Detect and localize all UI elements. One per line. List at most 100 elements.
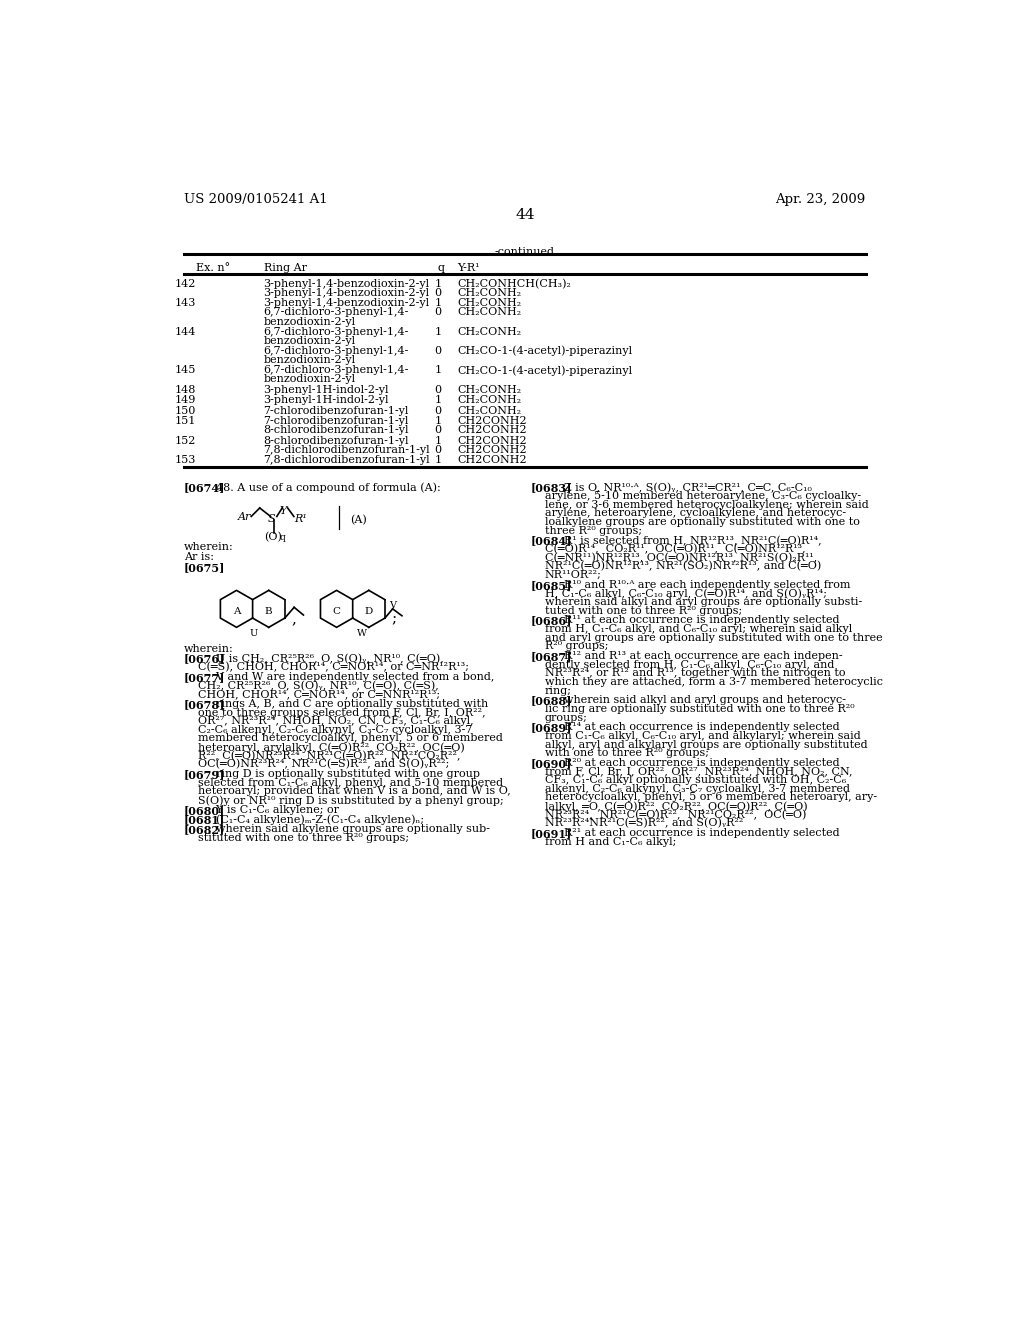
Text: V: V — [389, 601, 396, 610]
Text: 145: 145 — [175, 366, 197, 375]
Text: R¹: R¹ — [295, 515, 307, 524]
Text: CH₂CONH₂: CH₂CONH₂ — [458, 288, 521, 298]
Text: R²⁰ at each occurrence is independently selected: R²⁰ at each occurrence is independently … — [557, 758, 840, 768]
Text: Apr. 23, 2009: Apr. 23, 2009 — [775, 193, 866, 206]
Text: 1: 1 — [434, 298, 441, 308]
Text: (A): (A) — [350, 515, 368, 525]
Text: [0687]: [0687] — [531, 651, 572, 663]
Text: q: q — [438, 263, 445, 273]
Text: [0675]: [0675] — [183, 562, 225, 573]
Text: H, C₁-C₆ alkyl, C₆-C₁₀ aryl, C(═O)R¹⁴, and S(O)ᵧR¹⁴;: H, C₁-C₆ alkyl, C₆-C₁₀ aryl, C(═O)R¹⁴, a… — [545, 589, 827, 599]
Text: 3-phenyl-1,4-benzodioxin-2-yl: 3-phenyl-1,4-benzodioxin-2-yl — [263, 288, 430, 298]
Text: 142: 142 — [175, 279, 197, 289]
Text: 7-chlorodibenzofuran-1-yl: 7-chlorodibenzofuran-1-yl — [263, 416, 409, 426]
Text: C(═S), CHOH, CHOR¹⁴, C═NOR¹⁴, or C═NR¹²R¹³;: C(═S), CHOH, CHOR¹⁴, C═NOR¹⁴, or C═NR¹²R… — [198, 663, 469, 672]
Text: CH₂CO-1-(4-acetyl)-piperazinyl: CH₂CO-1-(4-acetyl)-piperazinyl — [458, 346, 633, 356]
Text: CH2CONH2: CH2CONH2 — [458, 436, 527, 446]
Text: benzodioxin-2-yl: benzodioxin-2-yl — [263, 375, 355, 384]
Text: NR²³R²⁴, or R¹² and R¹³, together with the nitrogen to: NR²³R²⁴, or R¹² and R¹³, together with t… — [545, 668, 846, 678]
Text: q: q — [280, 533, 286, 543]
Text: 144: 144 — [175, 327, 197, 337]
Text: rings A, B, and C are optionally substituted with: rings A, B, and C are optionally substit… — [209, 700, 488, 709]
Text: [0691]: [0691] — [531, 828, 572, 840]
Text: 6,7-dichloro-3-phenyl-1,4-: 6,7-dichloro-3-phenyl-1,4- — [263, 366, 409, 375]
Text: NR²³R²⁴,  NR²¹C(═O)R²²,  NR²¹CO₂R²²,  OC(═O): NR²³R²⁴, NR²¹C(═O)R²², NR²¹CO₂R²², OC(═O… — [545, 809, 806, 820]
Text: alkenyl, C₂-C₆ alkynyl, C₃-C₇ cycloalkyl, 3-7 membered: alkenyl, C₂-C₆ alkynyl, C₃-C₇ cycloalkyl… — [545, 784, 850, 793]
Text: CH₂CO-1-(4-acetyl)-piperazinyl: CH₂CO-1-(4-acetyl)-piperazinyl — [458, 366, 633, 376]
Text: Y-R¹: Y-R¹ — [458, 263, 480, 273]
Text: CH2CONH2: CH2CONH2 — [458, 425, 527, 436]
Text: wherein said alkyl and aryl groups are optionally substi-: wherein said alkyl and aryl groups are o… — [545, 597, 862, 607]
Text: -continued: -continued — [495, 247, 555, 257]
Text: 0: 0 — [434, 288, 441, 298]
Text: D: D — [365, 607, 373, 615]
Text: ring;: ring; — [545, 685, 572, 696]
Text: Ar: Ar — [238, 512, 252, 521]
Text: Ar is:: Ar is: — [183, 552, 214, 562]
Text: heteroaryl, arylalkyl, C(═O)R²², CO₂R²², OC(═O): heteroaryl, arylalkyl, C(═O)R²², CO₂R²²,… — [198, 742, 465, 752]
Text: 152: 152 — [175, 436, 197, 446]
Text: R²⁰ groups;: R²⁰ groups; — [545, 642, 608, 651]
Text: 3-phenyl-1H-indol-2-yl: 3-phenyl-1H-indol-2-yl — [263, 395, 389, 405]
Text: B: B — [265, 607, 272, 615]
Text: wherein said alkyl and aryl groups and heterocyc-: wherein said alkyl and aryl groups and h… — [557, 696, 846, 705]
Text: W: W — [356, 628, 367, 638]
Text: 7-chlorodibenzofuran-1-yl: 7-chlorodibenzofuran-1-yl — [263, 405, 409, 416]
Text: 6,7-dichloro-3-phenyl-1,4-: 6,7-dichloro-3-phenyl-1,4- — [263, 308, 409, 317]
Text: S(O)y or NR¹⁰ ring D is substituted by a phenyl group;: S(O)y or NR¹⁰ ring D is substituted by a… — [198, 795, 504, 805]
Text: R¹⁴ at each occurrence is independently selected: R¹⁴ at each occurrence is independently … — [557, 722, 840, 733]
Text: wherein:: wherein: — [183, 644, 233, 655]
Text: CF₃, C₁-C₆ alkyl optionally substituted with OH, C₂-C₆: CF₃, C₁-C₆ alkyl optionally substituted … — [545, 775, 846, 785]
Text: 1: 1 — [434, 395, 441, 405]
Text: [0683]: [0683] — [531, 483, 572, 494]
Text: CH₂CONHCH(CH₃)₂: CH₂CONHCH(CH₃)₂ — [458, 279, 571, 289]
Text: lene, or 3-6 membered heterocycloalkylene; wherein said: lene, or 3-6 membered heterocycloalkylen… — [545, 500, 868, 510]
Text: CH₂CONH₂: CH₂CONH₂ — [458, 405, 521, 416]
Text: 8-chlorodibenzofuran-1-yl: 8-chlorodibenzofuran-1-yl — [263, 436, 410, 446]
Text: CH2CONH2: CH2CONH2 — [458, 455, 527, 465]
Text: [0678]: [0678] — [183, 700, 225, 710]
Text: CH₂CONH₂: CH₂CONH₂ — [458, 327, 521, 337]
Text: 151: 151 — [175, 416, 197, 426]
Text: V and W are independently selected from a bond,: V and W are independently selected from … — [209, 672, 495, 682]
Text: CH₂CONH₂: CH₂CONH₂ — [458, 395, 521, 405]
Text: CH₂CONH₂: CH₂CONH₂ — [458, 308, 521, 317]
Text: benzodioxin-2-yl: benzodioxin-2-yl — [263, 337, 355, 346]
Text: R²¹ at each occurrence is independently selected: R²¹ at each occurrence is independently … — [557, 828, 840, 838]
Text: Y: Y — [280, 506, 288, 516]
Text: 143: 143 — [175, 298, 197, 308]
Text: 1: 1 — [434, 279, 441, 289]
Text: (C₁-C₄ alkylene)ₘ-Z-(C₁-C₄ alkylene)ₙ;: (C₁-C₄ alkylene)ₘ-Z-(C₁-C₄ alkylene)ₙ; — [209, 814, 425, 825]
Text: A: A — [232, 607, 240, 615]
Text: C(═NR¹¹)NR¹²R¹³, OC(═O)NR¹²R¹³, NR²¹S(O)₂R¹¹,: C(═NR¹¹)NR¹²R¹³, OC(═O)NR¹²R¹³, NR²¹S(O)… — [545, 553, 817, 564]
Text: 44: 44 — [515, 209, 535, 223]
Text: 3-phenyl-1H-indol-2-yl: 3-phenyl-1H-indol-2-yl — [263, 385, 389, 395]
Text: S: S — [267, 515, 275, 524]
Text: CH₂CONH₂: CH₂CONH₂ — [458, 298, 521, 308]
Text: alkyl, aryl and alkylaryl groups are optionally substituted: alkyl, aryl and alkylaryl groups are opt… — [545, 739, 867, 750]
Text: 3-phenyl-1,4-benzodioxin-2-yl: 3-phenyl-1,4-benzodioxin-2-yl — [263, 298, 430, 308]
Text: 6,7-dichloro-3-phenyl-1,4-: 6,7-dichloro-3-phenyl-1,4- — [263, 327, 409, 337]
Text: [0685]: [0685] — [531, 579, 572, 591]
Text: (O): (O) — [264, 532, 283, 543]
Text: 1: 1 — [434, 436, 441, 446]
Text: selected from C₁-C₆ alkyl, phenyl, and 5-10 membered: selected from C₁-C₆ alkyl, phenyl, and 5… — [198, 777, 503, 788]
Text: R¹¹ at each occurrence is independently selected: R¹¹ at each occurrence is independently … — [557, 615, 839, 626]
Text: tuted with one to three R²⁰ groups;: tuted with one to three R²⁰ groups; — [545, 606, 742, 615]
Text: OR²⁷, NR²³R²⁴, NHOH, NO₂, CN, CF₃, C₁-C₆ alkyl,: OR²⁷, NR²³R²⁴, NHOH, NO₂, CN, CF₃, C₁-C₆… — [198, 717, 473, 726]
Text: [0680]: [0680] — [183, 805, 225, 816]
Text: one to three groups selected from F, Cl, Br, I, OR²²,: one to three groups selected from F, Cl,… — [198, 708, 485, 718]
Text: 148: 148 — [175, 385, 197, 395]
Text: wherein said alkylene groups are optionally sub-: wherein said alkylene groups are optiona… — [209, 824, 490, 834]
Text: heterocycloalkyl, phenyl, 5 or 6 membered heteroaryl, ary-: heterocycloalkyl, phenyl, 5 or 6 membere… — [545, 792, 878, 803]
Text: benzodioxin-2-yl: benzodioxin-2-yl — [263, 355, 355, 364]
Text: 0: 0 — [434, 346, 441, 355]
Text: NR²¹C(═O)NR¹²R¹³, NR²¹(SO₂)NR¹²R¹³, and C(═O): NR²¹C(═O)NR¹²R¹³, NR²¹(SO₂)NR¹²R¹³, and … — [545, 561, 821, 572]
Text: C(═O)R¹⁴,  CO₂R¹¹,  OC(═O)R¹¹,  C(═O)NR¹²R¹³,: C(═O)R¹⁴, CO₂R¹¹, OC(═O)R¹¹, C(═O)NR¹²R¹… — [545, 544, 806, 554]
Text: Ring Ar: Ring Ar — [263, 263, 306, 273]
Text: C₂-C₆ alkenyl, C₂-C₆ alkynyl, C₃-C₇ cycloalkyl, 3-7: C₂-C₆ alkenyl, C₂-C₆ alkynyl, C₃-C₇ cycl… — [198, 725, 472, 735]
Text: and aryl groups are optionally substituted with one to three: and aryl groups are optionally substitut… — [545, 632, 883, 643]
Text: 1: 1 — [434, 416, 441, 426]
Text: C: C — [333, 607, 341, 615]
Text: CHOH, CHOR¹⁴, C═NOR¹⁴, or C═NNR¹²R¹³;: CHOH, CHOR¹⁴, C═NOR¹⁴, or C═NNR¹²R¹³; — [198, 689, 440, 700]
